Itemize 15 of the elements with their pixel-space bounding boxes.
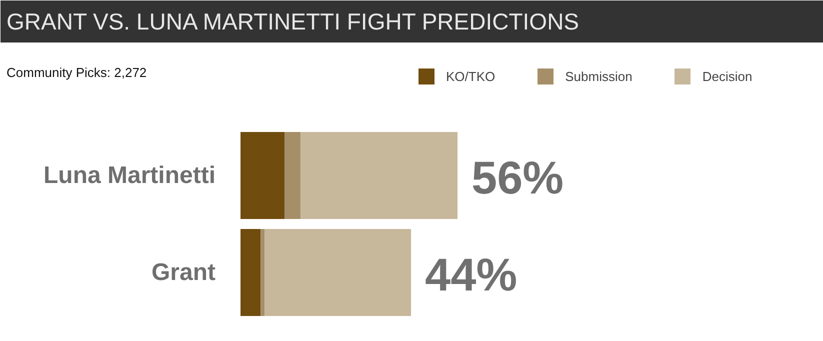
annotation: 56% bbox=[472, 152, 564, 204]
text: Community Picks: 2,272 bbox=[6, 65, 147, 80]
y-tick-label: Luna Martinetti bbox=[44, 162, 216, 189]
legend-label: Submission bbox=[565, 68, 632, 84]
bar bbox=[300, 132, 458, 219]
bar bbox=[264, 229, 412, 316]
bar bbox=[284, 132, 301, 219]
bar bbox=[240, 229, 261, 316]
bar bbox=[260, 229, 265, 316]
bar bbox=[240, 132, 285, 219]
annotation: 44% bbox=[425, 248, 518, 300]
chart-title: GRANT VS. LUNA MARTINETTI FIGHT PREDICTIONS bbox=[6, 8, 580, 34]
y-tick-label: Grant bbox=[151, 259, 216, 286]
legend-label: KO/TKO bbox=[446, 68, 496, 84]
legend-label: Decision bbox=[702, 68, 752, 84]
